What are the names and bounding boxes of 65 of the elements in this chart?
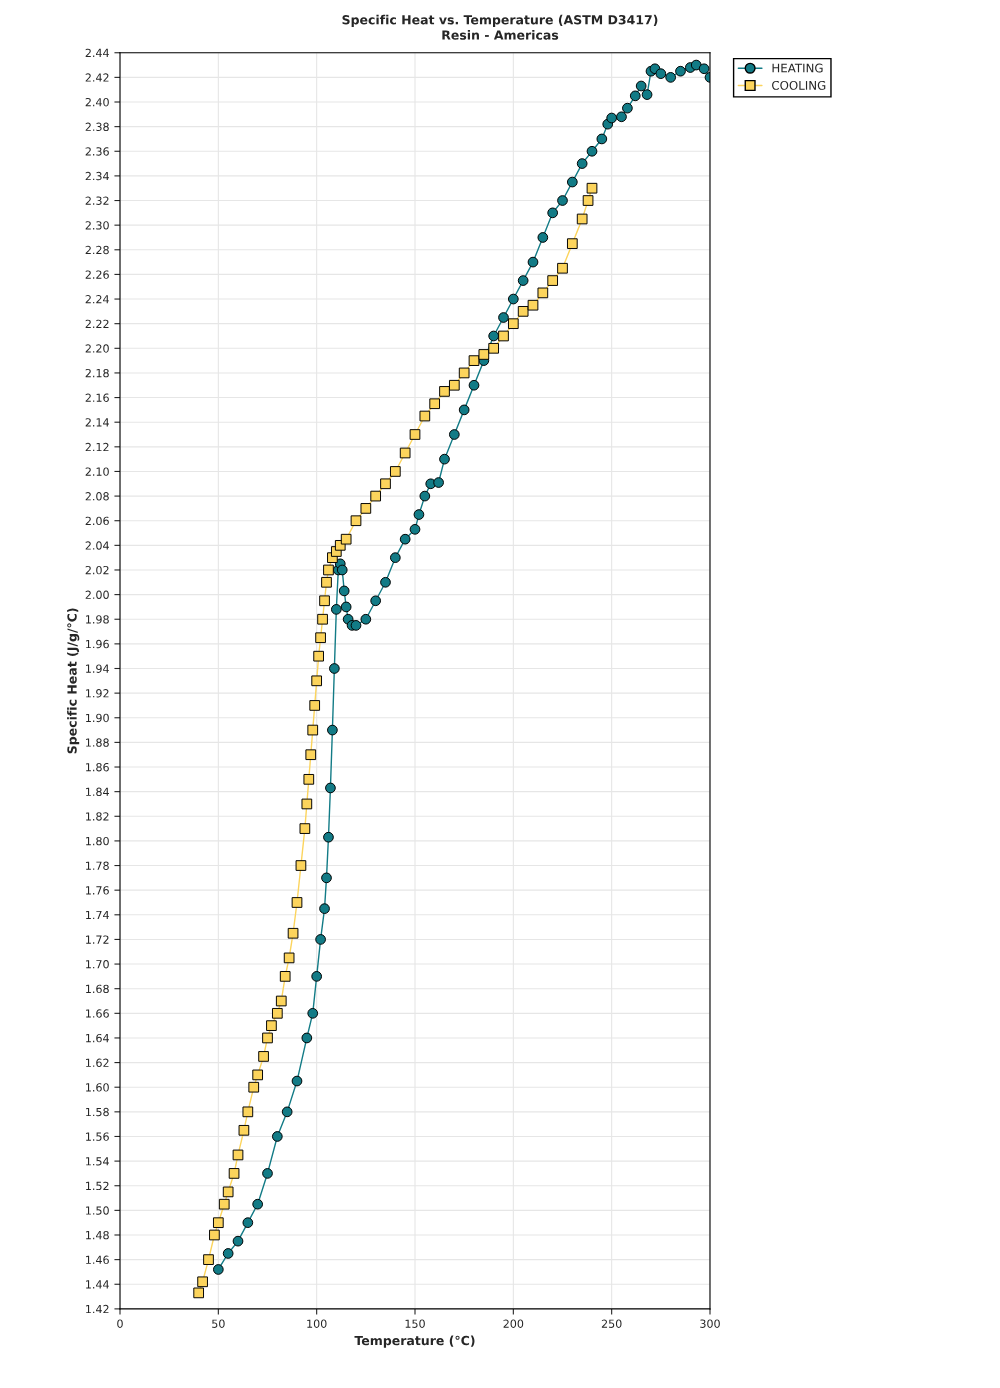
y-tick-label: 2.42 <box>85 73 109 82</box>
y-tick-label: 1.48 <box>86 1230 109 1240</box>
x-tick-label: 150 <box>405 1319 425 1328</box>
y-tick-label: 2.02 <box>85 565 109 575</box>
y-tick-label: 2.24 <box>85 295 109 304</box>
y-tick-label: 1.72 <box>86 935 109 944</box>
chart-title: Specific Heat vs. Temperature (ASTM D3417) <box>342 14 658 27</box>
y-tick-label: 1.90 <box>86 713 109 723</box>
y-tick-label: 1.82 <box>86 812 109 821</box>
y-tick-label: 1.64 <box>86 1033 109 1043</box>
y-tick-label: 2.28 <box>85 245 109 255</box>
legend-label: COOLING <box>772 80 826 90</box>
x-tick-label: 0 <box>117 1319 123 1328</box>
x-tick-label: 300 <box>700 1319 720 1328</box>
y-tick-label: 1.70 <box>86 960 109 969</box>
y-tick-label: 2.36 <box>85 147 109 156</box>
y-tick-label: 2.30 <box>85 221 109 230</box>
y-tick-label: 2.38 <box>85 122 109 132</box>
y-tick-label: 1.44 <box>86 1280 109 1289</box>
y-tick-label: 2.44 <box>85 48 109 57</box>
y-tick-label: 2.32 <box>85 196 109 205</box>
y-tick-label: 2.16 <box>85 393 109 402</box>
y-tick-label: 1.62 <box>86 1058 109 1067</box>
x-tick-label: 200 <box>503 1319 524 1328</box>
y-tick-label: 2.10 <box>85 467 109 476</box>
y-tick-label: 1.68 <box>86 984 109 994</box>
y-tick-label: 2.12 <box>85 442 109 452</box>
y-tick-label: 2.14 <box>85 418 109 427</box>
y-tick-label: 1.84 <box>86 787 109 797</box>
y-tick-label: 1.50 <box>86 1206 109 1215</box>
y-tick-label: 1.52 <box>86 1181 109 1191</box>
y-tick-label: 1.78 <box>86 861 109 870</box>
y-tick-label: 2.04 <box>85 541 109 550</box>
x-tick-label: 100 <box>307 1319 327 1328</box>
y-tick-label: 2.18 <box>85 368 109 378</box>
y-tick-label: 1.76 <box>86 886 109 895</box>
y-tick-label: 1.54 <box>86 1157 109 1166</box>
y-tick-label: 2.22 <box>85 319 109 328</box>
y-tick-label: 1.58 <box>86 1107 109 1117</box>
y-tick-label: 1.92 <box>86 689 109 698</box>
chart-subtitle: Resin - Americas <box>442 30 559 40</box>
y-tick-label: 1.56 <box>86 1132 109 1141</box>
y-tick-label: 1.74 <box>86 910 109 920</box>
y-tick-label: 1.80 <box>86 836 109 846</box>
y-tick-label: 2.08 <box>85 492 109 501</box>
y-tick-label: 1.98 <box>86 615 109 624</box>
y-tick-label: 1.96 <box>86 639 109 649</box>
y-tick-label: 1.86 <box>86 762 109 772</box>
y-tick-label: 2.26 <box>85 270 109 279</box>
y-tick-label: 2.34 <box>85 171 109 181</box>
x-axis-title: Temperature (°C) <box>354 1335 475 1348</box>
y-tick-label: 1.46 <box>86 1255 109 1264</box>
y-tick-label: 1.42 <box>86 1304 109 1314</box>
x-tick-label: 50 <box>212 1319 225 1328</box>
legend-label: HEATING <box>772 63 823 73</box>
y-tick-label: 2.20 <box>85 344 109 353</box>
y-tick-label: 2.06 <box>85 516 109 526</box>
x-tick-label: 250 <box>601 1319 622 1328</box>
y-tick-label: 1.94 <box>86 664 109 673</box>
y-tick-label: 2.40 <box>85 97 109 107</box>
y-tick-label: 2.00 <box>85 590 109 599</box>
y-tick-label: 1.88 <box>86 738 109 747</box>
y-axis-title: Specific Heat (J/g/°C) <box>67 608 80 754</box>
y-tick-label: 1.66 <box>86 1009 109 1018</box>
y-tick-label: 1.60 <box>86 1083 109 1092</box>
